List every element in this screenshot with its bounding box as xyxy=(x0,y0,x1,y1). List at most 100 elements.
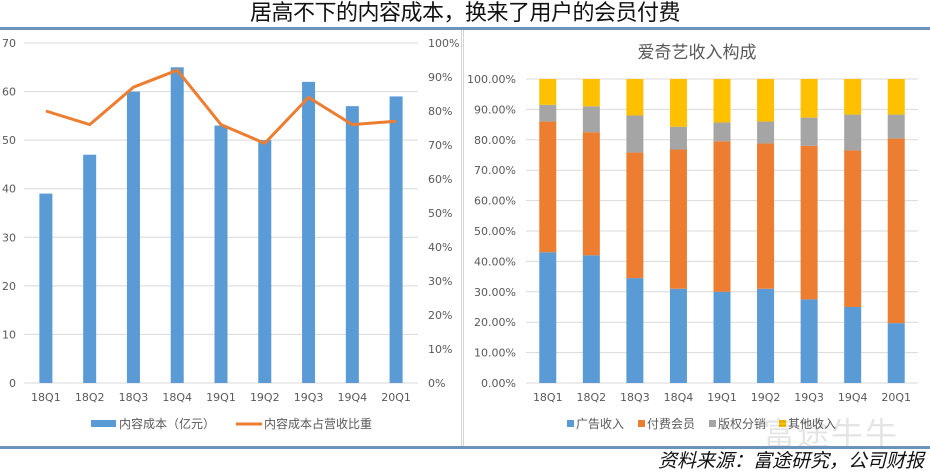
segment-membership xyxy=(800,145,818,300)
segment-licensing xyxy=(887,114,905,139)
segment-licensing xyxy=(669,126,687,150)
bar-content-cost xyxy=(39,193,53,383)
x-tick-label: 19Q1 xyxy=(206,391,236,404)
x-tick-label: 19Q4 xyxy=(338,391,368,404)
legend-label-content-cost: 内容成本（亿元） xyxy=(119,416,215,431)
y-left-tick-label: 40 xyxy=(2,183,16,196)
y-left-tick-label: 0 xyxy=(9,377,16,390)
content-cost-chart: 0 10 20 30 40 50 60 70 0% 10% 20% 30% 40% 50% 60% 70% 80… xyxy=(2,37,459,431)
bar-content-cost xyxy=(83,154,97,383)
segment-other xyxy=(582,79,600,107)
segment-ad-revenue xyxy=(844,307,862,383)
segment-licensing xyxy=(713,122,731,142)
chart-title: 爱奇艺收入构成 xyxy=(638,43,757,63)
segment-membership xyxy=(713,141,731,292)
bar-content-cost xyxy=(170,67,184,384)
bar-content-cost xyxy=(214,125,228,384)
bar-content-cost xyxy=(126,91,140,384)
y-left-tick-label: 50 xyxy=(2,134,16,147)
segment-ad-revenue xyxy=(713,291,731,383)
x-tick-label: 19Q4 xyxy=(838,391,868,404)
x-tick-label: 18Q2 xyxy=(577,391,607,404)
segment-other xyxy=(844,79,862,115)
segment-licensing xyxy=(757,121,775,144)
legend-swatch-ad-revenue xyxy=(567,420,574,427)
legend-swatch-other xyxy=(779,420,786,427)
y-tick-label: 20.00% xyxy=(474,316,516,329)
x-tick-label: 18Q4 xyxy=(664,391,694,404)
y-tick-label: 80.00% xyxy=(474,134,516,147)
segment-other xyxy=(887,79,905,115)
y-tick-label: 0.00% xyxy=(481,377,516,390)
segment-membership xyxy=(887,138,905,324)
y-left-tick-label: 10 xyxy=(2,328,16,341)
x-tick-label: 19Q1 xyxy=(707,391,737,404)
x-tick-label: 18Q2 xyxy=(75,391,105,404)
x-tick-label: 19Q3 xyxy=(294,391,324,404)
revenue-mix-chart: 爱奇艺收入构成 0.00% 10.00% 20.00% 30.00% 40.00% 50.0… xyxy=(467,43,918,431)
y-left-tick-label: 60 xyxy=(2,86,16,99)
page-title: 居高不下的内容成本，换来了用户的会员付费 xyxy=(249,1,681,26)
segment-ad-revenue xyxy=(582,255,600,383)
y-tick-label: 40.00% xyxy=(474,255,516,268)
segment-ad-revenue xyxy=(669,288,687,383)
y-right-tick-label: 90% xyxy=(428,71,452,84)
y-tick-label: 30.00% xyxy=(474,286,516,299)
y-right-tick-label: 10% xyxy=(428,343,452,356)
top-rule xyxy=(0,27,930,30)
y-right-tick-label: 40% xyxy=(428,241,452,254)
y-right-tick-label: 100% xyxy=(428,37,459,50)
y-right-tick-label: 30% xyxy=(428,275,452,288)
segment-other xyxy=(669,79,687,127)
legend-swatch-content-cost xyxy=(91,420,116,427)
x-tick-label: 18Q1 xyxy=(31,391,61,404)
x-tick-label: 18Q4 xyxy=(162,391,192,404)
segment-other xyxy=(757,79,775,122)
segment-membership xyxy=(844,150,862,307)
x-tick-label: 20Q1 xyxy=(881,391,911,404)
y-right-tick-label: 60% xyxy=(428,173,452,186)
segment-ad-revenue xyxy=(887,323,905,383)
segment-membership xyxy=(757,143,775,289)
y-left-tick-label: 70 xyxy=(2,37,16,50)
y-tick-label: 90.00% xyxy=(474,103,516,116)
y-tick-label: 50.00% xyxy=(474,225,516,238)
y-right-tick-label: 0% xyxy=(428,377,445,390)
segment-membership xyxy=(582,132,600,256)
segment-membership xyxy=(669,149,687,289)
segment-membership xyxy=(539,121,557,253)
y-tick-label: 10.00% xyxy=(474,347,516,360)
legend-label-other: 其他收入 xyxy=(788,417,836,431)
legend-swatch-licensing xyxy=(709,420,716,427)
segment-ad-revenue xyxy=(800,299,818,383)
legend-label-licensing: 版权分销 xyxy=(718,417,766,431)
x-tick-label: 20Q1 xyxy=(381,391,411,404)
x-tick-label: 19Q2 xyxy=(751,391,781,404)
y-left-tick-label: 20 xyxy=(2,280,16,293)
segment-membership xyxy=(626,152,644,279)
segment-ad-revenue xyxy=(626,278,644,383)
source-note: 资料来源：富途研究，公司财报 xyxy=(657,450,924,472)
segment-licensing xyxy=(539,104,557,122)
bar-content-cost xyxy=(302,81,316,383)
segment-other xyxy=(626,79,644,116)
legend-label-cost-ratio: 内容成本占营收比重 xyxy=(264,416,372,431)
y-left-tick-label: 30 xyxy=(2,231,16,244)
segment-licensing xyxy=(800,117,818,146)
y-tick-label: 70.00% xyxy=(474,164,516,177)
segment-other xyxy=(800,79,818,118)
y-tick-label: 100.00% xyxy=(467,73,516,86)
x-tick-label: 19Q2 xyxy=(250,391,280,404)
bottom-rule xyxy=(0,446,930,449)
legend-label-ad-revenue: 广告收入 xyxy=(576,417,624,431)
x-tick-label: 18Q3 xyxy=(119,391,149,404)
segment-ad-revenue xyxy=(757,288,775,383)
bar-content-cost xyxy=(345,106,359,384)
segment-licensing xyxy=(844,114,862,151)
legend-swatch-membership xyxy=(638,420,645,427)
panel-divider xyxy=(461,30,464,446)
bar-content-cost xyxy=(389,96,403,383)
legend-label-membership: 付费会员 xyxy=(647,417,695,431)
y-tick-label: 60.00% xyxy=(474,195,516,208)
segment-other xyxy=(713,79,731,123)
